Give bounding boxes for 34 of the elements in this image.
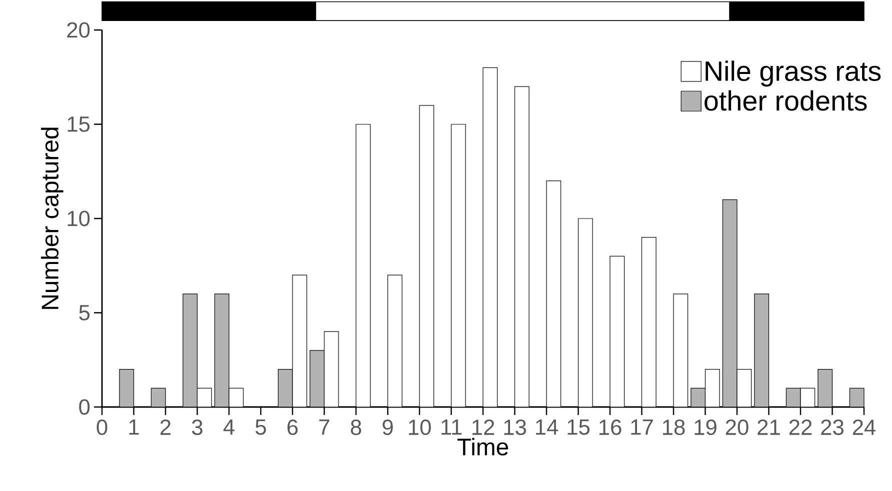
y-tick-label: 20 — [67, 22, 90, 38]
x-tick-label: 22 — [789, 420, 812, 435]
x-tick-label: 18 — [662, 420, 685, 436]
x-tick-label: 4 — [223, 420, 234, 435]
x-tick-label: 14 — [536, 420, 558, 435]
x-tick-label: 17 — [631, 420, 653, 435]
x-tick-label: 24 — [852, 420, 876, 435]
x-tick-label: 3 — [192, 420, 202, 436]
x-tick-label: 0 — [96, 420, 108, 436]
legend-label: Nile grass rats — [706, 60, 881, 87]
x-tick-label: 16 — [599, 420, 622, 436]
x-tick-label: 19 — [694, 420, 716, 436]
y-tick-label: 5 — [79, 305, 90, 320]
x-tick-label: 15 — [568, 420, 590, 435]
legend-label: other rodents — [704, 90, 867, 111]
x-tick-label: 5 — [256, 420, 266, 435]
x-tick-label: 1 — [129, 420, 139, 435]
x-tick-label: 20 — [726, 420, 748, 436]
x-tick-label: 13 — [504, 420, 526, 436]
x-tick-label: 21 — [758, 420, 780, 435]
y-tick-label: 0 — [79, 399, 90, 415]
x-tick-label: 6 — [288, 420, 298, 436]
x-tick-label: 11 — [442, 420, 462, 435]
y-axis-title: Number captured — [40, 128, 64, 309]
y-tick-label: 15 — [68, 116, 90, 132]
x-tick-label: 9 — [382, 420, 393, 436]
x-tick-label: 7 — [319, 420, 330, 435]
y-tick-label: 10 — [68, 210, 90, 226]
x-tick-label: 12 — [472, 420, 494, 435]
x-axis-title: Time — [457, 438, 508, 456]
x-tick-label: 2 — [160, 420, 170, 435]
x-tick-label: 10 — [408, 420, 431, 436]
x-tick-label: 8 — [350, 420, 362, 436]
x-tick-label: 23 — [821, 420, 844, 436]
